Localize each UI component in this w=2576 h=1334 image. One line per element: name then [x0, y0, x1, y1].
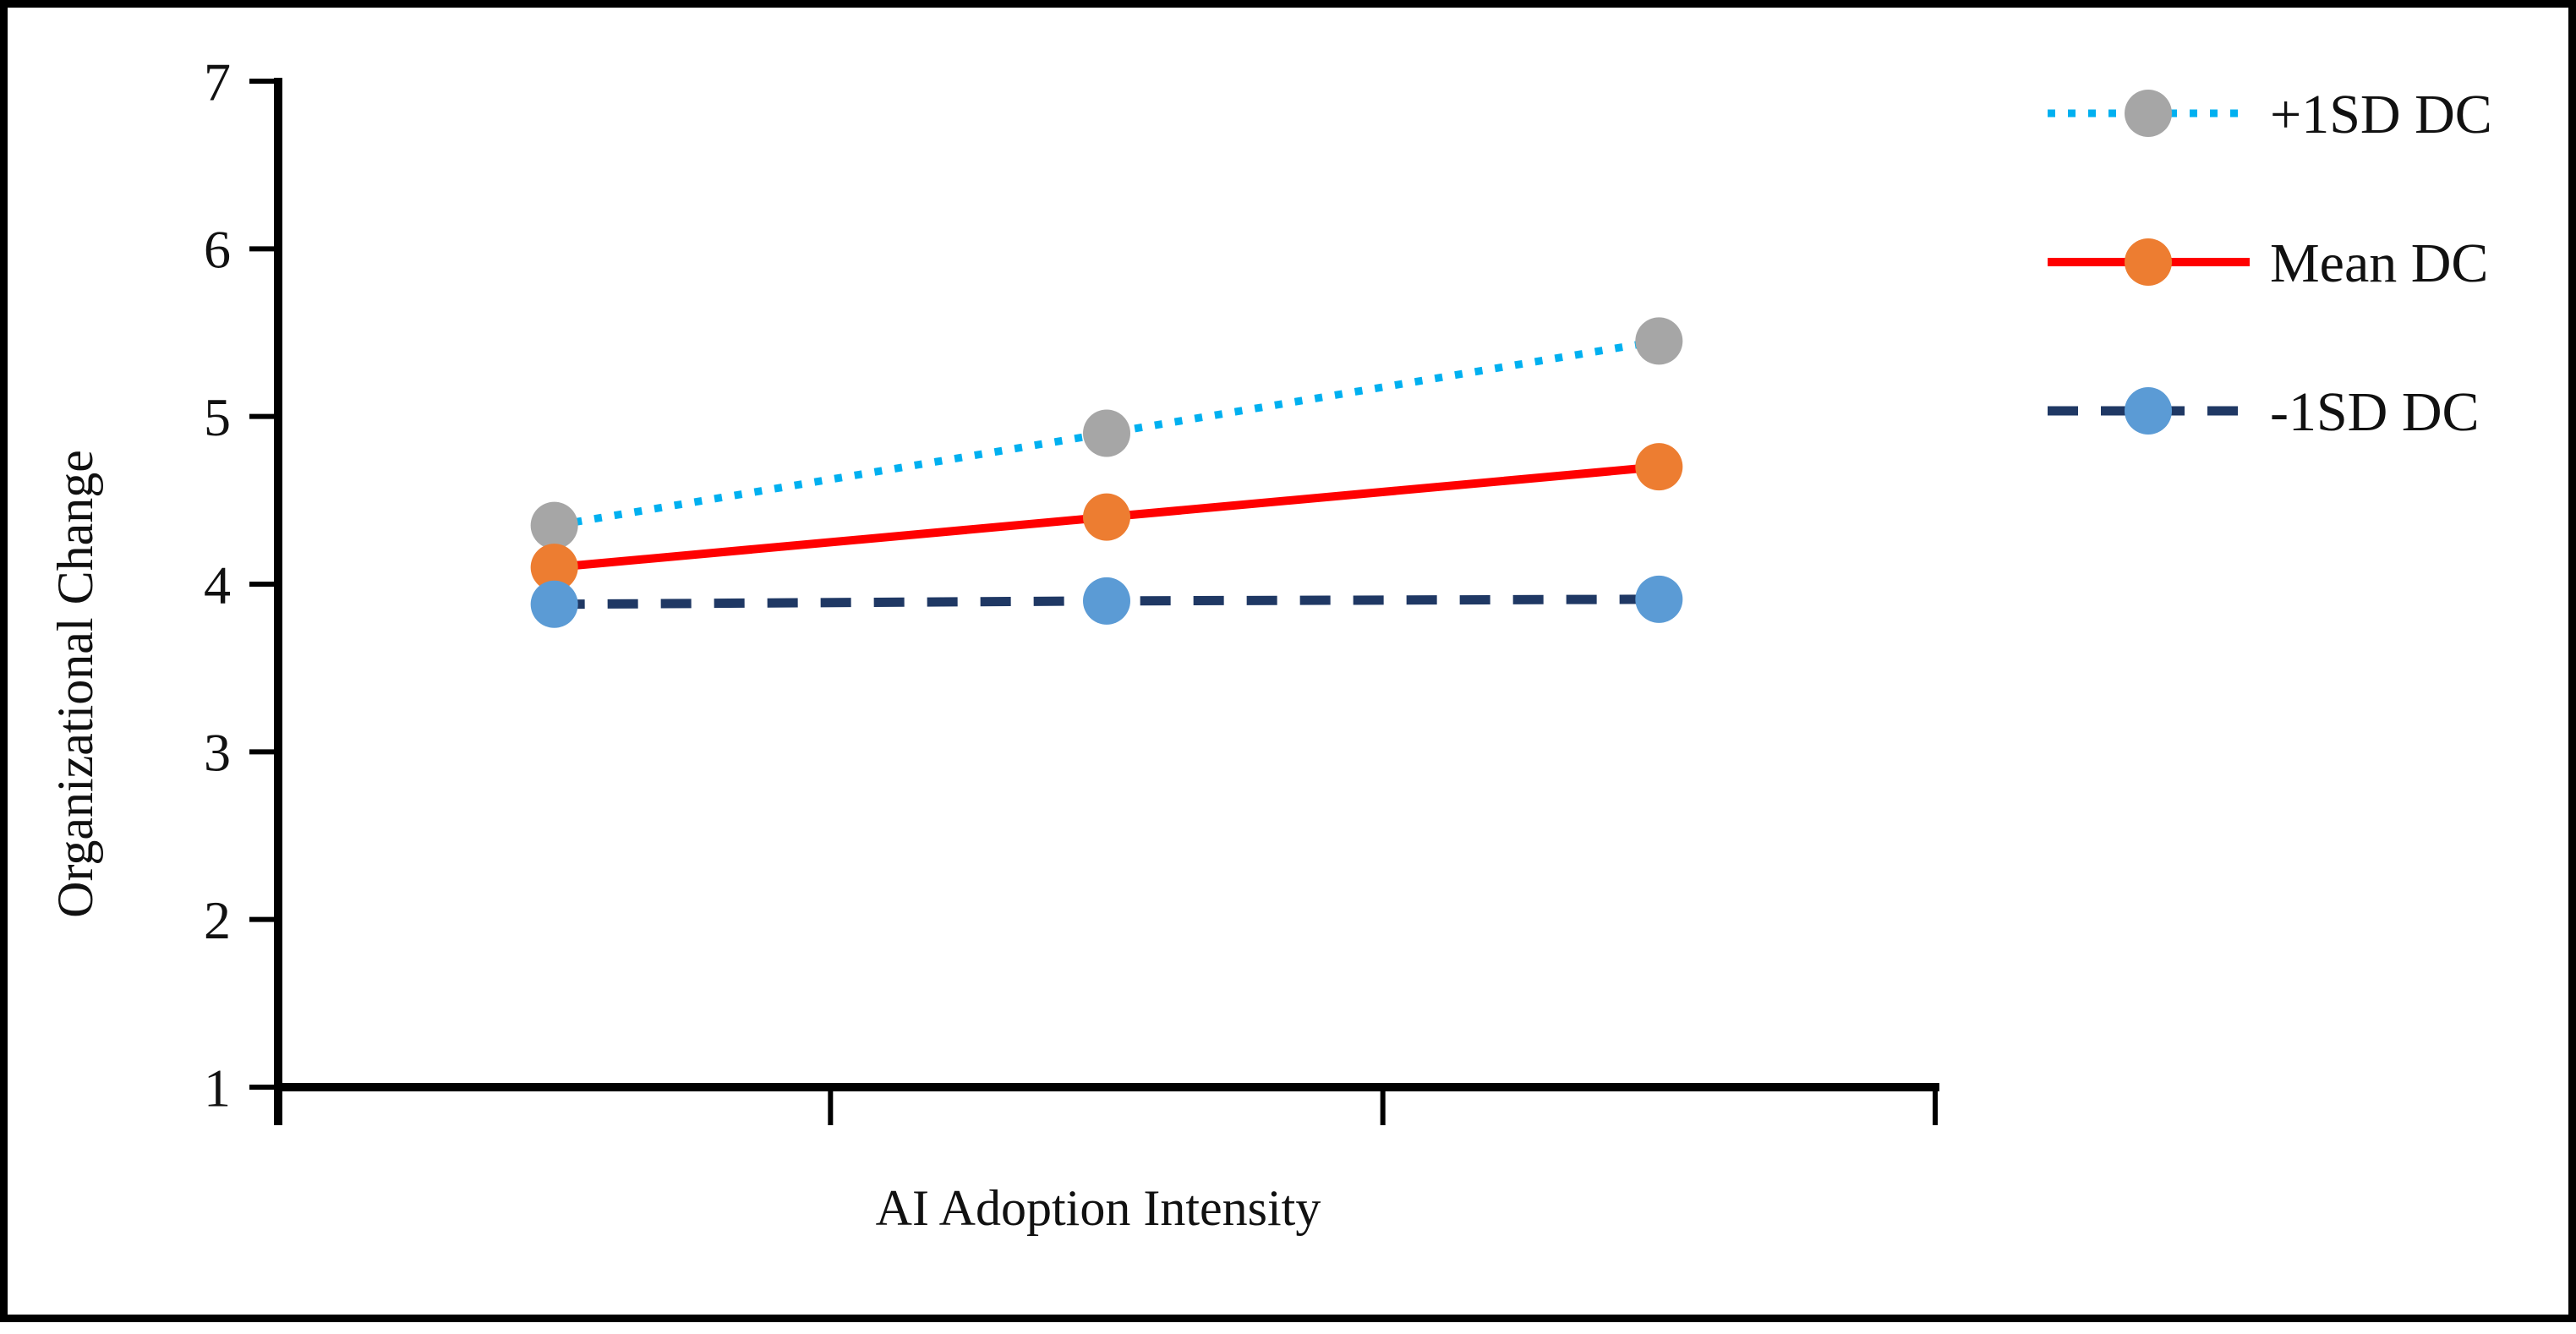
data-point-marker-mean-dc [1083, 493, 1130, 541]
y-tick-label: 6 [204, 220, 231, 280]
chart-canvas: 1 2 3 4 5 6 7 Organizational Change AI Adoptio… [47, 52, 2492, 1236]
legend-label-minus-1sd-dc: -1SD DC [2270, 381, 2480, 443]
series-line-plus-1sd-dc [553, 336, 1660, 530]
data-point-marker-minus-1sd-dc [1635, 575, 1683, 623]
data-point-marker-plus-1sd-dc [1635, 317, 1683, 365]
data-point-marker-plus-1sd-dc [530, 501, 578, 549]
y-axis-title: Organizational Change [47, 450, 103, 918]
data-point-marker-plus-1sd-dc [1083, 409, 1130, 457]
data-point-marker-mean-dc [530, 544, 578, 592]
data-point-marker-mean-dc [1635, 443, 1683, 491]
y-tick-label: 4 [204, 555, 231, 615]
legend-marker-mean-dc [2125, 238, 2172, 286]
y-tick-label: 3 [204, 723, 231, 783]
plot-area: 1 2 3 4 5 6 7 [204, 52, 1939, 1125]
y-tick-label: 1 [204, 1058, 231, 1118]
legend-item-plus-1sd-dc: +1SD DC [2048, 84, 2492, 145]
data-point-marker-minus-1sd-dc [1083, 577, 1130, 625]
data-point-marker-minus-1sd-dc [530, 580, 578, 628]
legend-marker-minus-1sd-dc [2125, 387, 2172, 435]
x-axis-title: AI Adoption Intensity [876, 1180, 1321, 1236]
y-tick-label: 7 [204, 52, 231, 112]
y-tick-label: 5 [204, 387, 231, 447]
legend-item-minus-1sd-dc: -1SD DC [2048, 381, 2480, 443]
y-tick-label: 2 [204, 890, 231, 950]
legend-marker-plus-1sd-dc [2125, 90, 2172, 137]
legend-label-mean-dc: Mean DC [2270, 232, 2488, 294]
legend-label-plus-1sd-dc: +1SD DC [2270, 84, 2492, 145]
legend-item-mean-dc: Mean DC [2048, 232, 2488, 294]
legend: +1SD DC Mean DC -1SD DC [2048, 84, 2492, 443]
